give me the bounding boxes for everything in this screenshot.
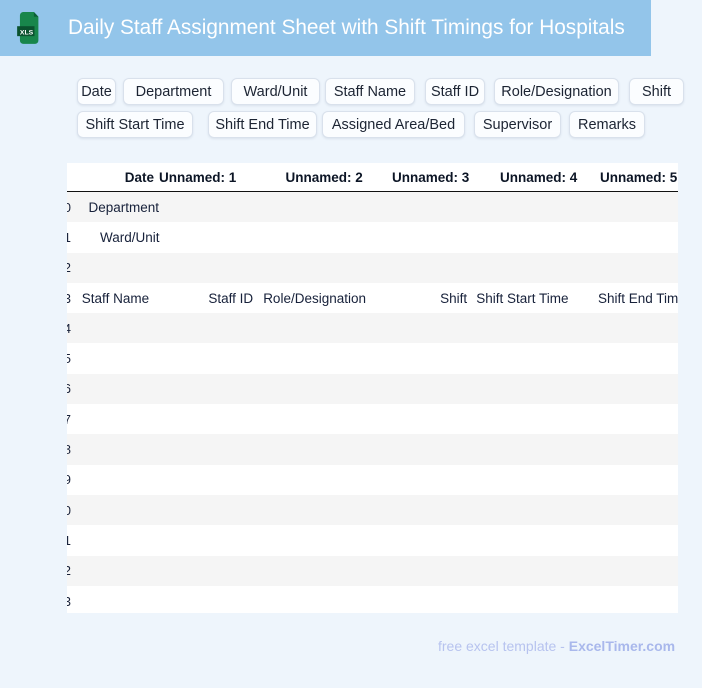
svg-text:XLS: XLS — [20, 29, 34, 36]
